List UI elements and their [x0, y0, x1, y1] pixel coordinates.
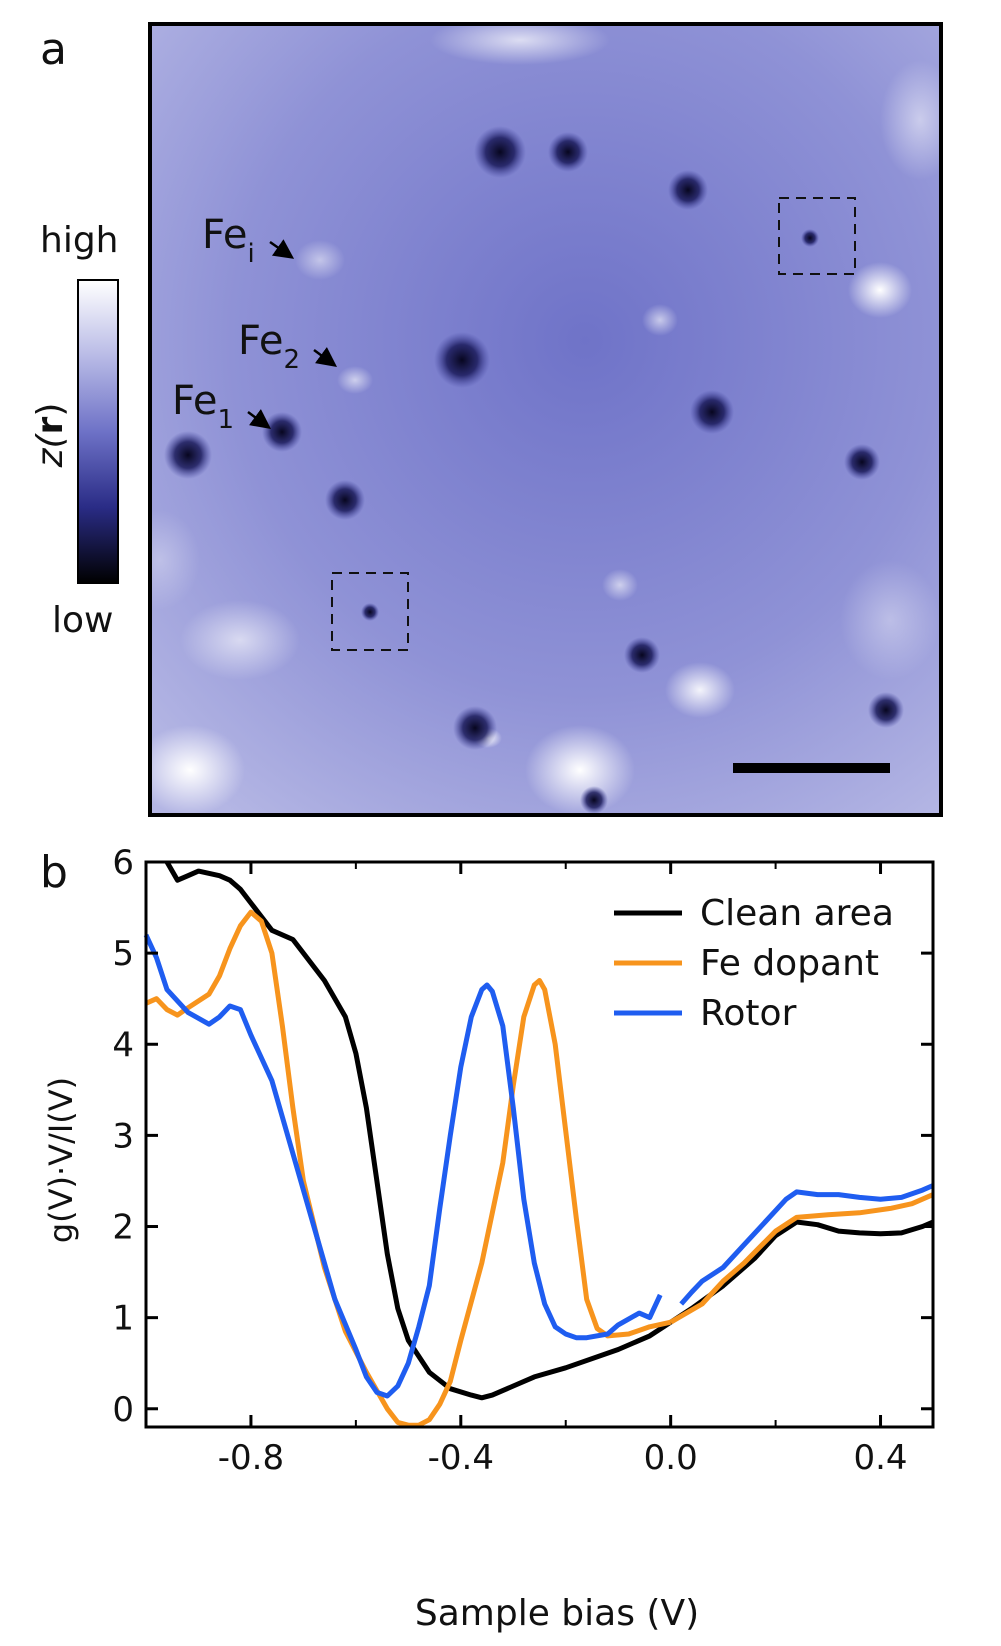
chart-axes: -0.8 -0.4 0.0 0.4 0 1 2 3 4 5 6 — [112, 843, 935, 1478]
y-tick-label: 0 — [112, 1390, 134, 1430]
x-axis-label: Sample bias (V) — [415, 1593, 699, 1634]
chart-legend: Clean area Fe dopant Rotor — [614, 893, 894, 1034]
x-tick-label: 0.4 — [853, 1438, 907, 1478]
colorbar-high-label: high — [40, 220, 119, 261]
chart-frame — [144, 860, 935, 1429]
y-tick-label: 2 — [112, 1208, 134, 1248]
fe-2-subscript: 2 — [283, 345, 300, 375]
fe-2-base: Fe — [238, 318, 283, 364]
annotation-fe-2: Fe2 — [238, 318, 338, 375]
y-tick-label: 3 — [112, 1116, 134, 1156]
topograph-image — [152, 26, 939, 813]
y-tick-label: 1 — [112, 1299, 134, 1339]
rotor-box-bottom — [331, 572, 409, 651]
series-line-clean-area-1 — [164, 860, 673, 1401]
x-tick-label: -0.8 — [218, 1438, 284, 1478]
topograph-frame — [148, 22, 943, 817]
fe-i-base: Fe — [202, 212, 247, 258]
x-tick-label: -0.4 — [428, 1438, 494, 1478]
series-line-rotor-1 — [143, 933, 663, 1399]
colorbar — [77, 279, 119, 584]
fe-i-arrow — [269, 239, 295, 259]
colorbar-quantity-label: z(r) — [30, 403, 71, 469]
legend-label-fe-dopant: Fe dopant — [700, 943, 879, 984]
colorbar-low-label: low — [52, 600, 113, 641]
y-axis-label: g(V)·V/I(V) — [42, 1077, 80, 1243]
fe-1-arrow — [247, 409, 272, 429]
colorbar-quantity-prefix: z( — [30, 432, 71, 468]
svg-text:Fe2: Fe2 — [238, 318, 300, 375]
bright-patches — [152, 26, 939, 813]
svg-text:Fe1: Fe1 — [172, 378, 234, 435]
fe-2-arrow — [313, 347, 338, 367]
legend-label-rotor: Rotor — [700, 993, 797, 1034]
series-line-clean-area-2 — [669, 1219, 934, 1325]
legend-label-clean-area: Clean area — [700, 893, 894, 934]
dark-defects — [164, 126, 904, 813]
fe-1-subscript: 1 — [217, 405, 234, 435]
series-line-fe-dopant-2 — [669, 1192, 934, 1325]
svg-text:Fei: Fei — [202, 212, 255, 269]
colorbar-quantity-suffix: ) — [30, 403, 71, 417]
y-tick-label: 5 — [112, 934, 134, 974]
fe-1-base: Fe — [172, 378, 217, 424]
annotation-fe-1: Fe1 — [172, 378, 272, 435]
series-line-fe-dopant-1 — [144, 909, 672, 1428]
y-tick-label: 6 — [112, 843, 134, 883]
panel-a-label: a — [40, 24, 67, 75]
chart-plot-area — [143, 860, 935, 1428]
scale-bar — [733, 763, 890, 773]
annotation-fe-i: Fei — [202, 212, 295, 269]
fe-i-subscript: i — [247, 239, 254, 269]
series-line-rotor-2 — [679, 1183, 935, 1306]
x-tick-label: 0.0 — [644, 1438, 698, 1478]
rotor-box-top — [778, 197, 856, 275]
panel-b-label: b — [40, 847, 68, 898]
colorbar-quantity-bold: r — [30, 416, 71, 434]
y-tick-label: 4 — [112, 1025, 134, 1065]
